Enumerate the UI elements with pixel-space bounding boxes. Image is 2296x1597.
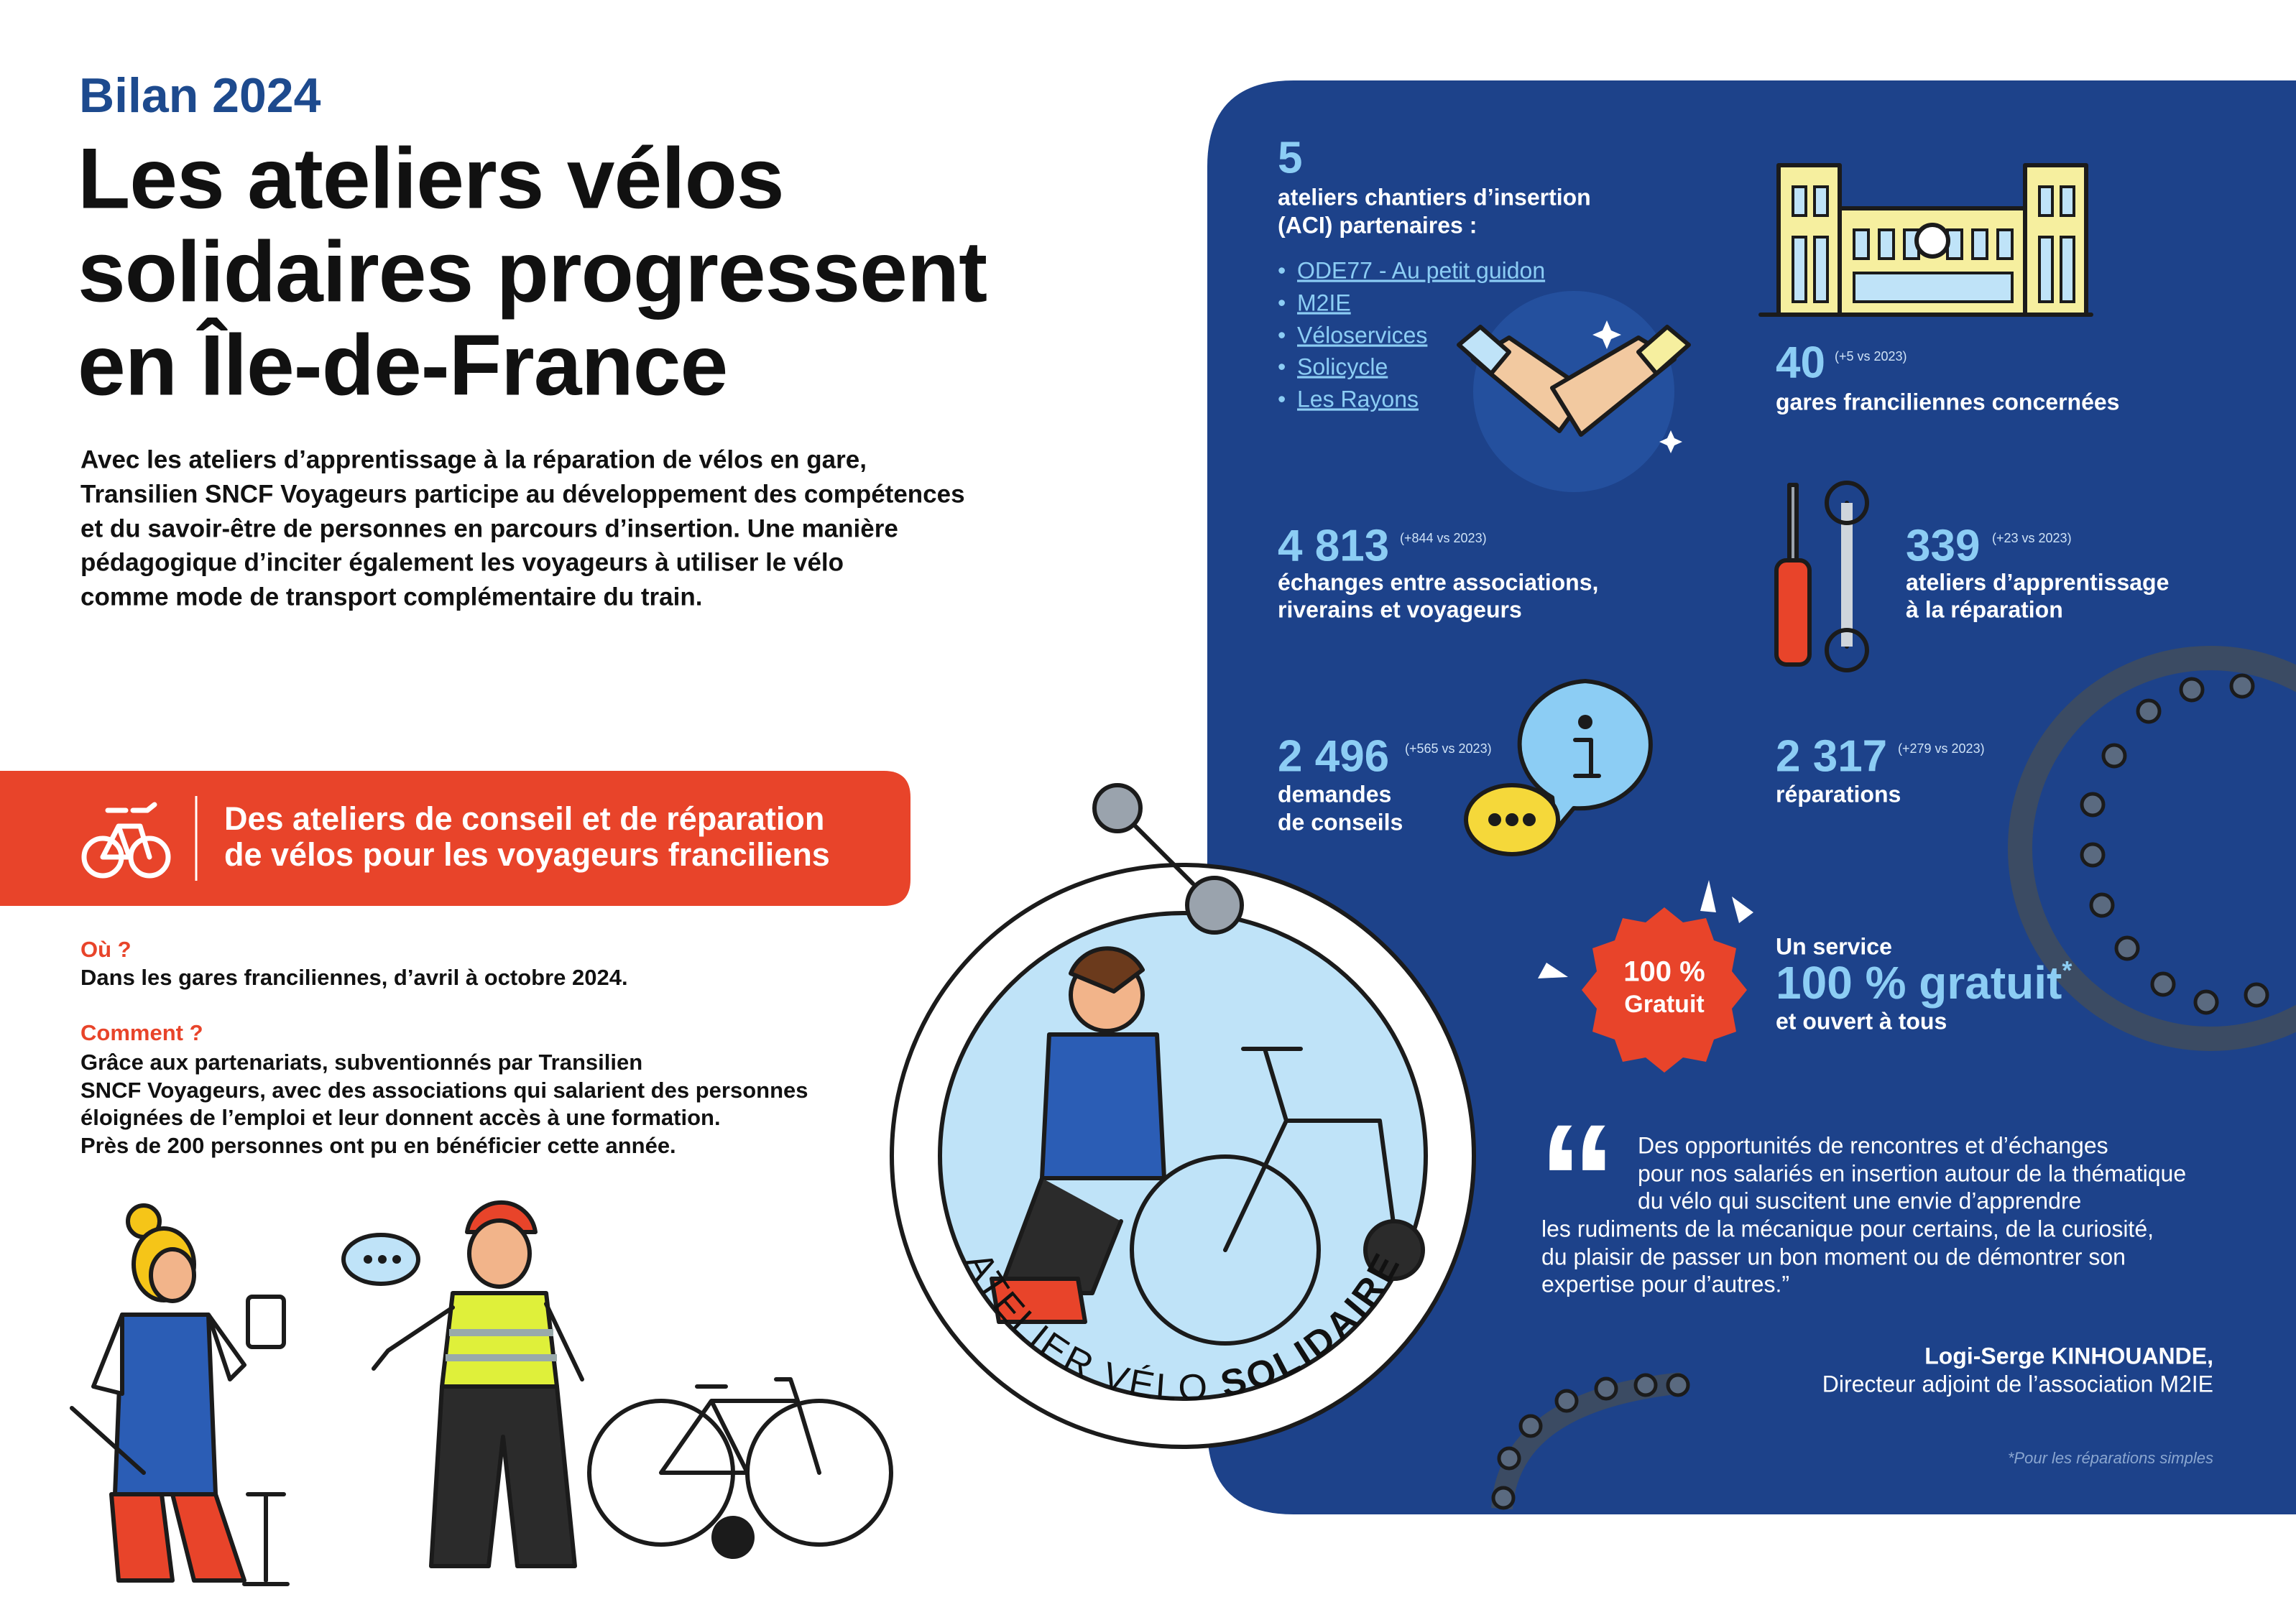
partner-link[interactable]: ODE77 - Au petit guidon [1297, 257, 1545, 283]
badge-text: Gratuit [1624, 991, 1704, 1018]
stat-number: 40 [1776, 338, 1825, 387]
free-badge [1538, 880, 1753, 1073]
chain-ring [2008, 646, 2296, 1051]
intro-line: pédagogique d’inciter également les voya… [80, 548, 844, 576]
stat-number: 5 [1278, 133, 1302, 182]
stat-label: riverains et voyageurs [1278, 596, 1522, 622]
handshake-icon [1457, 291, 1691, 492]
service-outro: et ouvert à tous [1776, 1008, 1947, 1034]
asterisk: * [2062, 955, 2072, 985]
partner-link[interactable]: Solicycle [1297, 353, 1388, 379]
speech-icon [1464, 679, 1653, 856]
stat-delta: (+565 vs 2023) [1405, 741, 1492, 756]
stat-number: 4 813 [1278, 521, 1389, 570]
stats-panel [1207, 80, 2296, 1514]
stat-label: échanges entre associations, [1278, 569, 1598, 595]
bike-icon [81, 802, 171, 879]
footnote: *Pour les réparations simples [2008, 1449, 2213, 1467]
stat-delta: (+279 vs 2023) [1898, 741, 1985, 756]
bullet: • [1278, 257, 1286, 283]
intro-line: comme mode de transport complémentaire d… [80, 583, 702, 611]
intro-line: Avec les ateliers d’apprentissage à la r… [80, 445, 867, 473]
stat-label: demandes [1278, 781, 1391, 807]
quote-line: pour nos salariés en insertion autour de… [1638, 1160, 2186, 1186]
where-label: Où ? [80, 937, 132, 962]
how-line: Grâce aux partenariats, subventionnés pa… [80, 1050, 642, 1075]
how-line: éloignées de l’emploi et leur donnent ac… [80, 1105, 721, 1130]
how-line: SNCF Voyageurs, avec des associations qu… [80, 1078, 808, 1103]
intro-line: et du savoir-être de personnes en parcou… [80, 514, 898, 542]
service-headline: 100 % gratuit* [1776, 955, 2072, 1009]
how-line: Près de 200 personnes ont pu en bénéfici… [80, 1133, 676, 1158]
stat-label: gares franciliennes concernées [1776, 389, 2119, 415]
title-line: solidaires progressent [78, 224, 987, 320]
chain-segment [1491, 1372, 1690, 1510]
people-illustration [70, 1200, 893, 1586]
stat-delta: (+5 vs 2023) [1835, 349, 1907, 364]
bullet: • [1278, 386, 1286, 412]
station-icon [1758, 163, 2093, 317]
stat-label: réparations [1776, 781, 1901, 807]
quote-author: Logi-Serge KINHOUANDE, [1924, 1343, 2213, 1369]
banner-line: de vélos pour les voyageurs franciliens [224, 836, 830, 873]
partner-link[interactable]: M2IE [1297, 290, 1351, 315]
quote-role: Directeur adjoint de l’association M2IE [1822, 1371, 2213, 1397]
banner-line: Des ateliers de conseil et de réparation [224, 800, 824, 837]
bullet: • [1278, 290, 1286, 315]
stat-label: ateliers chantiers d’insertion [1278, 184, 1591, 210]
stat-delta: (+23 vs 2023) [1992, 531, 2072, 545]
stat-number: 2 317 [1776, 731, 1887, 781]
quote-line: du vélo qui suscitent une envie d’appren… [1638, 1188, 2081, 1213]
stat-number: 2 496 [1278, 731, 1389, 781]
title-line: Les ateliers vélos [78, 131, 784, 227]
quote-line: expertise pour d’autres.” [1541, 1271, 1789, 1297]
stat-delta: (+844 vs 2023) [1400, 531, 1487, 545]
service-headline-text: 100 % gratuit [1776, 957, 2062, 1009]
stat-number: 339 [1906, 521, 1980, 570]
stat-label: à la réparation [1906, 596, 2063, 622]
partner-link[interactable]: Les Rayons [1297, 386, 1419, 412]
badge-text: 100 % [1623, 956, 1705, 988]
intro-line: Transilien SNCF Voyageurs participe au d… [80, 480, 965, 508]
kicker: Bilan 2024 [79, 68, 321, 123]
bullet: • [1278, 353, 1286, 379]
how-label: Comment ? [80, 1020, 203, 1045]
stat-label: de conseils [1278, 809, 1403, 835]
service-intro: Un service [1776, 933, 1892, 959]
quote-line: les rudiments de la mécanique pour certa… [1541, 1216, 2154, 1241]
quote-line: du plaisir de passer un bon moment ou de… [1541, 1244, 2126, 1269]
partner-link[interactable]: Véloservices [1297, 322, 1427, 348]
where-text: Dans les gares franciliennes, d’avril à … [80, 965, 628, 990]
banner [0, 771, 910, 906]
stat-label: (ACI) partenaires : [1278, 212, 1477, 238]
medallion: ATELIER VÉLO SOLIDAIRE [890, 783, 1476, 1449]
bullets: • • • • • [1278, 257, 1286, 412]
bullet: • [1278, 322, 1286, 348]
quote-line: Des opportunités de rencontres et d’écha… [1638, 1132, 2108, 1158]
quote-mark: “ [1538, 1091, 1617, 1268]
title-line: en Île-de-France [78, 318, 727, 414]
stat-label: ateliers d’apprentissage [1906, 569, 2169, 595]
tools-icon [1774, 481, 1869, 672]
